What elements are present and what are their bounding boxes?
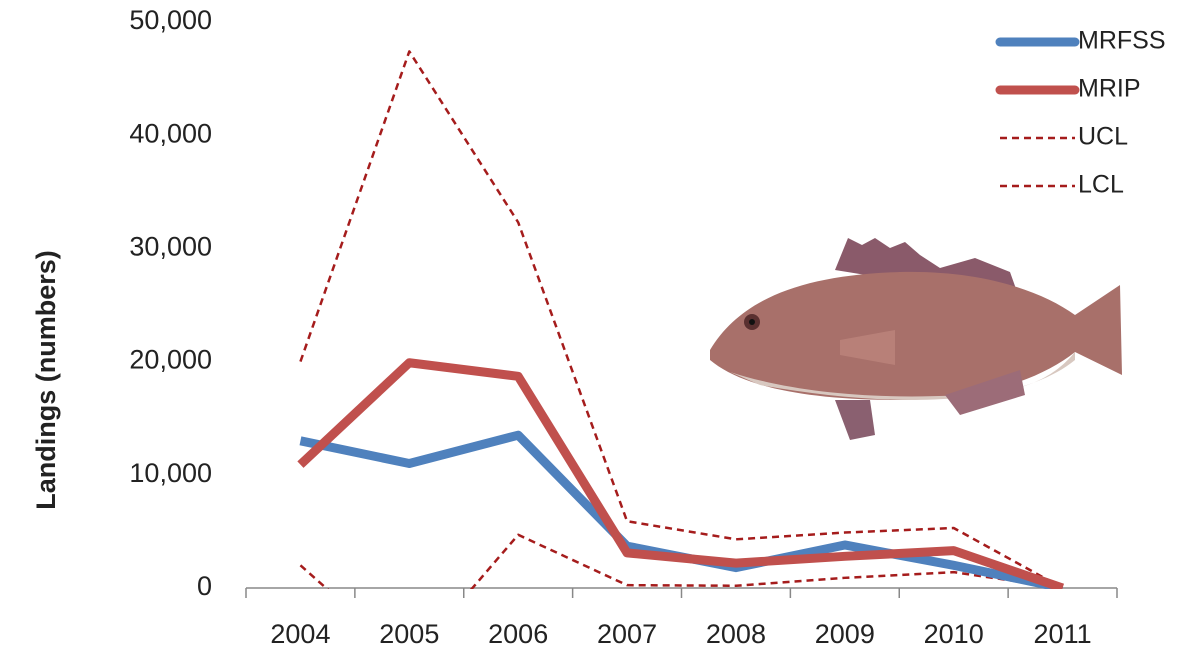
- fish-illustration: [710, 238, 1122, 440]
- y-tick-label: 20,000: [129, 345, 212, 375]
- legend-label: MRIP: [1078, 75, 1141, 103]
- x-tick-label: 2008: [706, 619, 766, 649]
- legend-label: UCL: [1078, 123, 1128, 151]
- plot-area: [297, 50, 1065, 589]
- legend-label: MRFSS: [1078, 27, 1166, 55]
- x-tick-label: 2009: [815, 619, 875, 649]
- series-line: [299, 533, 1063, 589]
- y-tick-label: 50,000: [129, 5, 212, 35]
- y-tick-label: 10,000: [129, 458, 212, 488]
- series-line: [297, 358, 1065, 589]
- x-tick-label: 2010: [924, 619, 984, 649]
- legend-label: LCL: [1078, 171, 1124, 199]
- x-tick-label: 2007: [597, 619, 657, 649]
- series-line: [299, 430, 1064, 589]
- y-tick-label: 40,000: [129, 118, 212, 148]
- x-tick-label: 2005: [379, 619, 439, 649]
- series-line: [299, 50, 1064, 589]
- x-tick-label: 2011: [1034, 619, 1092, 649]
- x-tick-label: 2006: [488, 619, 548, 649]
- x-tick-label: 2004: [270, 619, 330, 649]
- y-tick-label: 0: [197, 571, 212, 601]
- y-axis-label: Landings (numbers): [31, 250, 61, 510]
- legend: MRFSS MRIP UCL LCL: [995, 27, 1166, 199]
- y-tick-label: 30,000: [129, 232, 212, 262]
